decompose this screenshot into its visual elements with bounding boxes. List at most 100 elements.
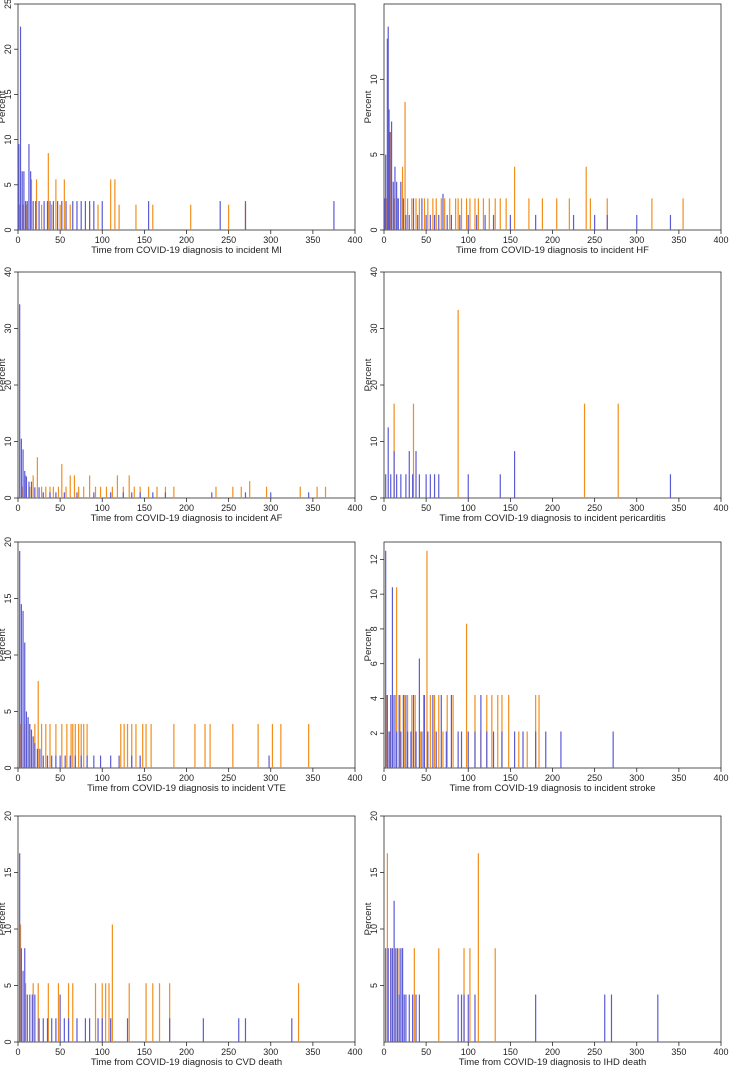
y-tick-label: 20 [3, 380, 13, 390]
x-axis-label: Time from COVID-19 diagnosis to incident… [87, 783, 286, 794]
y-tick-label: 0 [369, 495, 379, 500]
x-axis-label: Time from COVID-19 diagnosis to CVD deat… [91, 1057, 282, 1068]
x-tick-label: 250 [221, 1047, 236, 1057]
x-tick-label: 300 [629, 235, 644, 245]
x-axis-label: Time from COVID-19 diagnosis to incident… [456, 245, 649, 256]
histogram-pericarditis: 0 50 100 150 200 250 300 350 400 0 10 20 30 40 Time fr… [363, 267, 729, 524]
x-tick-label: 50 [421, 1047, 431, 1057]
plot-frame [17, 271, 356, 499]
x-tick-label: 250 [221, 773, 236, 783]
x-tick-label: 300 [263, 1047, 278, 1057]
x-tick-label: 0 [15, 503, 20, 513]
y-tick-label: 0 [369, 227, 379, 232]
y-tick-label: 30 [369, 323, 379, 333]
x-tick-label: 400 [347, 773, 362, 783]
x-tick-label: 0 [15, 235, 20, 245]
x-tick-label: 400 [347, 235, 362, 245]
x-axis-label: Time from COVID-19 diagnosis to incident… [439, 513, 665, 524]
x-tick-label: 200 [179, 235, 194, 245]
x-tick-label: 150 [503, 1047, 518, 1057]
x-tick-label: 350 [671, 1047, 686, 1057]
x-tick-label: 300 [263, 773, 278, 783]
x-tick-label: 0 [15, 1047, 20, 1057]
y-tick-label: 10 [369, 436, 379, 446]
x-tick-label: 0 [381, 773, 386, 783]
x-axis-label: Time from COVID-19 diagnosis to incident… [449, 783, 655, 794]
y-tick-label: 10 [3, 135, 13, 145]
x-tick-label: 50 [55, 235, 65, 245]
y-tick-label: 4 [369, 696, 379, 701]
y-tick-label: 40 [369, 267, 379, 277]
y-tick-label: 6 [369, 661, 379, 666]
y-tick-label: 10 [369, 589, 379, 599]
y-axis-label: Percent [0, 902, 8, 935]
x-tick-label: 250 [587, 1047, 602, 1057]
x-tick-label: 350 [671, 503, 686, 513]
x-tick-label: 150 [503, 773, 518, 783]
y-tick-label: 25 [3, 0, 13, 9]
y-axis-label: Percent [0, 358, 8, 391]
y-axis-label: Percent [0, 90, 8, 123]
y-tick-label: 5 [3, 983, 13, 988]
x-tick-label: 200 [545, 235, 560, 245]
y-tick-label: 30 [3, 323, 13, 333]
x-tick-label: 350 [671, 235, 686, 245]
x-tick-label: 0 [381, 503, 386, 513]
x-tick-label: 150 [137, 1047, 152, 1057]
x-tick-label: 350 [305, 1047, 320, 1057]
x-tick-label: 350 [305, 773, 320, 783]
y-axis-label: Percent [363, 358, 374, 391]
x-axis-label: Time from COVID-19 diagnosis to IHD deat… [459, 1057, 647, 1068]
y-tick-label: 40 [3, 267, 13, 277]
x-tick-label: 200 [545, 1047, 560, 1057]
x-tick-label: 250 [587, 503, 602, 513]
y-tick-label: 12 [369, 554, 379, 564]
x-tick-label: 50 [55, 503, 65, 513]
x-tick-label: 200 [545, 503, 560, 513]
x-tick-label: 100 [95, 235, 110, 245]
x-tick-label: 100 [95, 1047, 110, 1057]
histogram-vte: 0 50 100 150 200 250 300 350 400 0 5 10 15 20 Time fro… [0, 537, 363, 794]
y-axis-label: Percent [0, 628, 8, 661]
y-tick-label: 5 [3, 182, 13, 187]
x-tick-label: 50 [421, 773, 431, 783]
x-tick-label: 350 [305, 503, 320, 513]
x-axis-label: Time from COVID-19 diagnosis to incident… [91, 245, 282, 256]
x-tick-label: 200 [179, 773, 194, 783]
x-tick-label: 300 [263, 503, 278, 513]
plot-frame [17, 3, 356, 231]
histogram-mi: 0 50 100 150 200 250 300 350 400 0 5 10 15 20 25 Time f… [0, 0, 363, 256]
x-tick-label: 300 [629, 773, 644, 783]
histogram-cvd-death: 0 50 100 150 200 250 300 350 400 0 5 10 15 20 Time fro… [0, 811, 363, 1068]
x-tick-label: 50 [55, 773, 65, 783]
x-tick-label: 400 [713, 235, 728, 245]
x-tick-label: 50 [55, 1047, 65, 1057]
y-tick-label: 20 [3, 811, 13, 821]
x-tick-label: 350 [305, 235, 320, 245]
x-tick-label: 50 [421, 503, 431, 513]
y-tick-label: 10 [369, 924, 379, 934]
y-tick-label: 10 [3, 924, 13, 934]
y-tick-label: 15 [3, 867, 13, 877]
x-tick-label: 100 [461, 503, 476, 513]
x-tick-label: 200 [179, 1047, 194, 1057]
y-tick-label: 0 [3, 1039, 13, 1044]
x-tick-label: 400 [347, 1047, 362, 1057]
histogram-stroke: 0 50 100 150 200 250 300 350 400 2 4 6 8 10 12 Time fro… [363, 541, 729, 794]
y-tick-label: 0 [3, 765, 13, 770]
x-tick-label: 400 [347, 503, 362, 513]
x-tick-label: 0 [15, 773, 20, 783]
x-tick-label: 0 [381, 1047, 386, 1057]
y-tick-label: 20 [3, 537, 13, 547]
x-tick-label: 150 [503, 235, 518, 245]
y-tick-label: 10 [369, 74, 379, 84]
x-tick-label: 100 [461, 1047, 476, 1057]
plot-frame [17, 541, 356, 769]
x-tick-label: 150 [137, 503, 152, 513]
y-tick-label: 15 [369, 867, 379, 877]
x-tick-label: 300 [263, 235, 278, 245]
y-tick-label: 20 [369, 380, 379, 390]
y-tick-label: 0 [3, 495, 13, 500]
x-tick-label: 200 [179, 503, 194, 513]
y-tick-label: 20 [3, 44, 13, 54]
